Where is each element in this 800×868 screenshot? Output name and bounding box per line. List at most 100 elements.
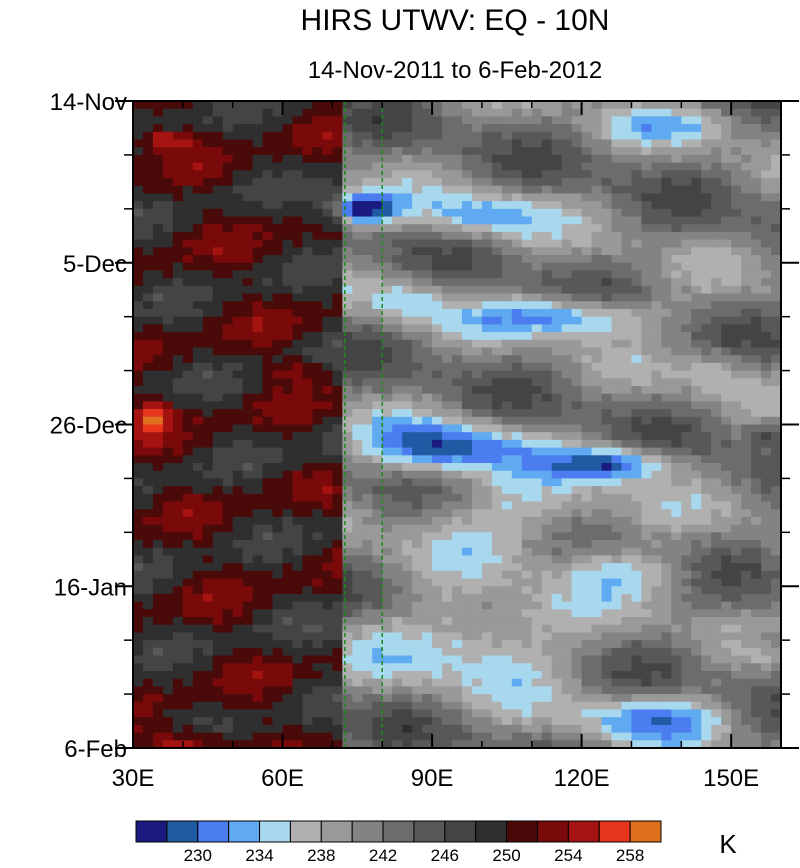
heatmap-cell	[511, 316, 523, 325]
heatmap-cell	[691, 293, 702, 302]
heatmap-cell	[771, 370, 781, 379]
heatmap-cell	[511, 401, 523, 410]
heatmap-cell	[761, 162, 772, 171]
heatmap-cell	[591, 216, 603, 225]
heatmap-cell	[591, 255, 603, 264]
heatmap-cell	[531, 455, 543, 464]
heatmap-cell	[501, 509, 513, 518]
heatmap-cell	[711, 293, 722, 302]
heatmap-cell	[711, 524, 722, 533]
heatmap-cell	[282, 162, 294, 171]
heatmap-cell	[352, 224, 363, 233]
heatmap-cell	[611, 185, 623, 195]
heatmap-cell	[133, 416, 144, 426]
heatmap-cell	[282, 208, 294, 218]
heatmap-cell	[142, 570, 154, 580]
heatmap-cell	[731, 478, 742, 487]
heatmap-cell	[252, 224, 264, 233]
heatmap-cell	[601, 447, 613, 456]
heatmap-cell	[262, 247, 274, 256]
heatmap-cell	[182, 663, 194, 672]
heatmap-cell	[372, 231, 383, 241]
heatmap-cell	[721, 439, 732, 449]
heatmap-cell	[711, 617, 722, 626]
heatmap-cell	[771, 486, 781, 495]
heatmap-cell	[342, 609, 353, 618]
heatmap-cell	[691, 509, 702, 518]
heatmap-cell	[162, 101, 174, 110]
heatmap-cell	[382, 578, 393, 587]
heatmap-cell	[372, 463, 383, 472]
heatmap-cell	[681, 147, 692, 156]
heatmap-cell	[332, 293, 343, 302]
heatmap-cell	[352, 193, 363, 202]
heatmap-cell	[701, 540, 712, 549]
heatmap-cell	[561, 101, 573, 110]
heatmap-cell	[661, 640, 672, 649]
heatmap-cell	[521, 162, 533, 171]
heatmap-cell	[342, 447, 353, 456]
heatmap-cell	[601, 293, 613, 302]
heatmap-cell	[691, 332, 702, 341]
heatmap-cell	[192, 393, 204, 402]
heatmap-cell	[741, 409, 752, 418]
heatmap-cell	[671, 170, 682, 179]
heatmap-cell	[671, 609, 682, 618]
heatmap-cell	[521, 463, 533, 472]
heatmap-cell	[342, 301, 353, 310]
heatmap-cell	[461, 401, 473, 410]
heatmap-cell	[372, 116, 383, 125]
heatmap-cell	[262, 154, 274, 164]
heatmap-cell	[691, 632, 702, 641]
heatmap-cell	[571, 455, 583, 464]
heatmap-cell	[691, 231, 702, 241]
heatmap-cell	[491, 632, 503, 641]
heatmap-cell	[272, 632, 284, 641]
heatmap-cell	[631, 162, 643, 171]
heatmap-cell	[481, 586, 493, 595]
heatmap-cell	[521, 262, 533, 272]
heatmap-cell	[711, 555, 722, 564]
heatmap-cell	[252, 239, 264, 248]
heatmap-cell	[581, 609, 593, 618]
heatmap-cell	[392, 601, 403, 610]
heatmap-cell	[671, 124, 682, 133]
heatmap-cell	[262, 593, 274, 603]
heatmap-cell	[771, 162, 781, 171]
heatmap-cell	[601, 332, 613, 341]
heatmap-cell	[641, 663, 652, 672]
heatmap-cell	[621, 101, 633, 110]
heatmap-cell	[412, 640, 423, 649]
heatmap-cell	[152, 509, 164, 518]
heatmap-cell	[232, 524, 244, 533]
heatmap-cell	[142, 409, 154, 418]
heatmap-cell	[152, 208, 164, 218]
heatmap-cell	[501, 493, 513, 503]
heatmap-cell	[172, 370, 184, 379]
heatmap-cell	[571, 162, 583, 171]
heatmap-cell	[721, 463, 732, 472]
heatmap-cell	[461, 301, 473, 310]
heatmap-cell	[302, 308, 314, 318]
heatmap-cell	[661, 393, 672, 402]
heatmap-cell	[581, 486, 593, 495]
heatmap-cell	[551, 609, 563, 618]
heatmap-cell	[452, 185, 463, 195]
heatmap-cell	[511, 501, 523, 510]
heatmap-cell	[501, 686, 513, 695]
heatmap-cell	[312, 439, 324, 449]
heatmap-cell	[252, 586, 264, 595]
heatmap-cell	[212, 524, 224, 533]
heatmap-cell	[641, 108, 652, 118]
heatmap-cell	[491, 455, 503, 464]
heatmap-cell	[641, 647, 652, 657]
heatmap-cell	[581, 547, 593, 557]
heatmap-cell	[362, 347, 373, 356]
heatmap-cell	[461, 308, 473, 318]
heatmap-cell	[392, 516, 403, 526]
heatmap-cell	[412, 455, 423, 464]
heatmap-cell	[252, 555, 264, 564]
heatmap-cell	[402, 416, 413, 426]
heatmap-cell	[222, 332, 234, 341]
heatmap-cell	[202, 285, 214, 295]
